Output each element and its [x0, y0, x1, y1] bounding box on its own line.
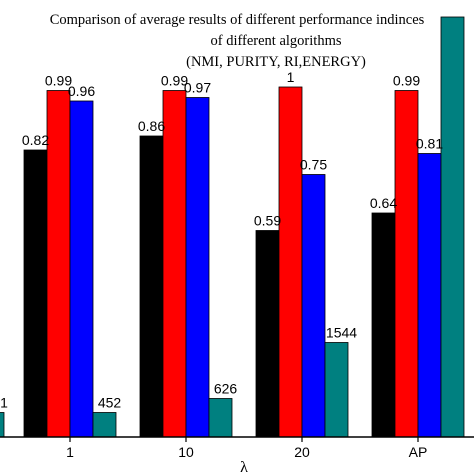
bar-1-series-4 — [92, 412, 117, 438]
bar-1-series-3 — [69, 100, 94, 438]
bar-10-series-3 — [185, 97, 210, 438]
chart-title-line-2: of different algorithms — [210, 33, 341, 49]
bar-10-series-2 — [162, 90, 187, 438]
data-label-10-series-2: 0.99 — [161, 73, 188, 89]
x-tick-label-1: 1 — [66, 444, 74, 460]
bar-10-series-1 — [139, 135, 164, 438]
data-label-10-series-4: 626 — [214, 381, 238, 397]
bar-10-series-4 — [208, 398, 233, 438]
data-label-1-series-3: 0.96 — [68, 83, 95, 99]
bar-AP-series-3 — [417, 153, 442, 438]
x-tick-label-20: 20 — [294, 444, 310, 460]
bar-20-series-3 — [301, 174, 326, 438]
chart-title-line-1: Comparison of average results of differe… — [50, 12, 425, 28]
data-label-20-series-1: 0.59 — [254, 213, 281, 229]
bar-20-series-4 — [324, 342, 349, 438]
chart-title: Comparison of average results of differe… — [50, 12, 425, 70]
bar-20-series-1 — [255, 230, 280, 438]
data-label-partial-left: 1 — [0, 395, 8, 411]
bar-AP-series-2 — [394, 90, 419, 438]
bar-1-series-2 — [46, 90, 71, 438]
bar-AP-series-4 — [440, 16, 465, 438]
bar-20-series-2 — [278, 86, 303, 438]
bar-1-series-1 — [23, 149, 48, 438]
data-label-AP-series-3: 0.81 — [416, 136, 443, 152]
data-labels-group: 10.820.990.964520.860.990.976260.5910.75… — [0, 69, 443, 411]
x-tick-label-10: 10 — [178, 444, 194, 460]
data-label-10-series-3: 0.97 — [184, 80, 211, 96]
data-label-20-series-4: 1544 — [326, 325, 357, 341]
data-label-AP-series-1: 0.64 — [370, 195, 397, 211]
data-label-1-series-1: 0.82 — [22, 132, 49, 148]
data-label-AP-series-2: 0.99 — [393, 73, 420, 89]
x-ticks-group: 1 10 20 AP — [66, 437, 427, 460]
bar-AP-series-1 — [371, 212, 396, 438]
bars-group — [0, 16, 465, 438]
bar-partial-left — [0, 412, 5, 438]
data-label-1-series-2: 0.99 — [45, 73, 72, 89]
data-label-20-series-2: 1 — [287, 69, 295, 85]
data-label-20-series-3: 0.75 — [300, 157, 327, 173]
chart-title-line-3: (NMI, PURITY, RI,ENERGY) — [186, 54, 366, 70]
data-label-1-series-4: 452 — [98, 395, 122, 411]
x-tick-label-AP: AP — [409, 444, 428, 460]
x-axis-label: λ — [240, 459, 248, 474]
data-label-10-series-1: 0.86 — [138, 118, 165, 134]
